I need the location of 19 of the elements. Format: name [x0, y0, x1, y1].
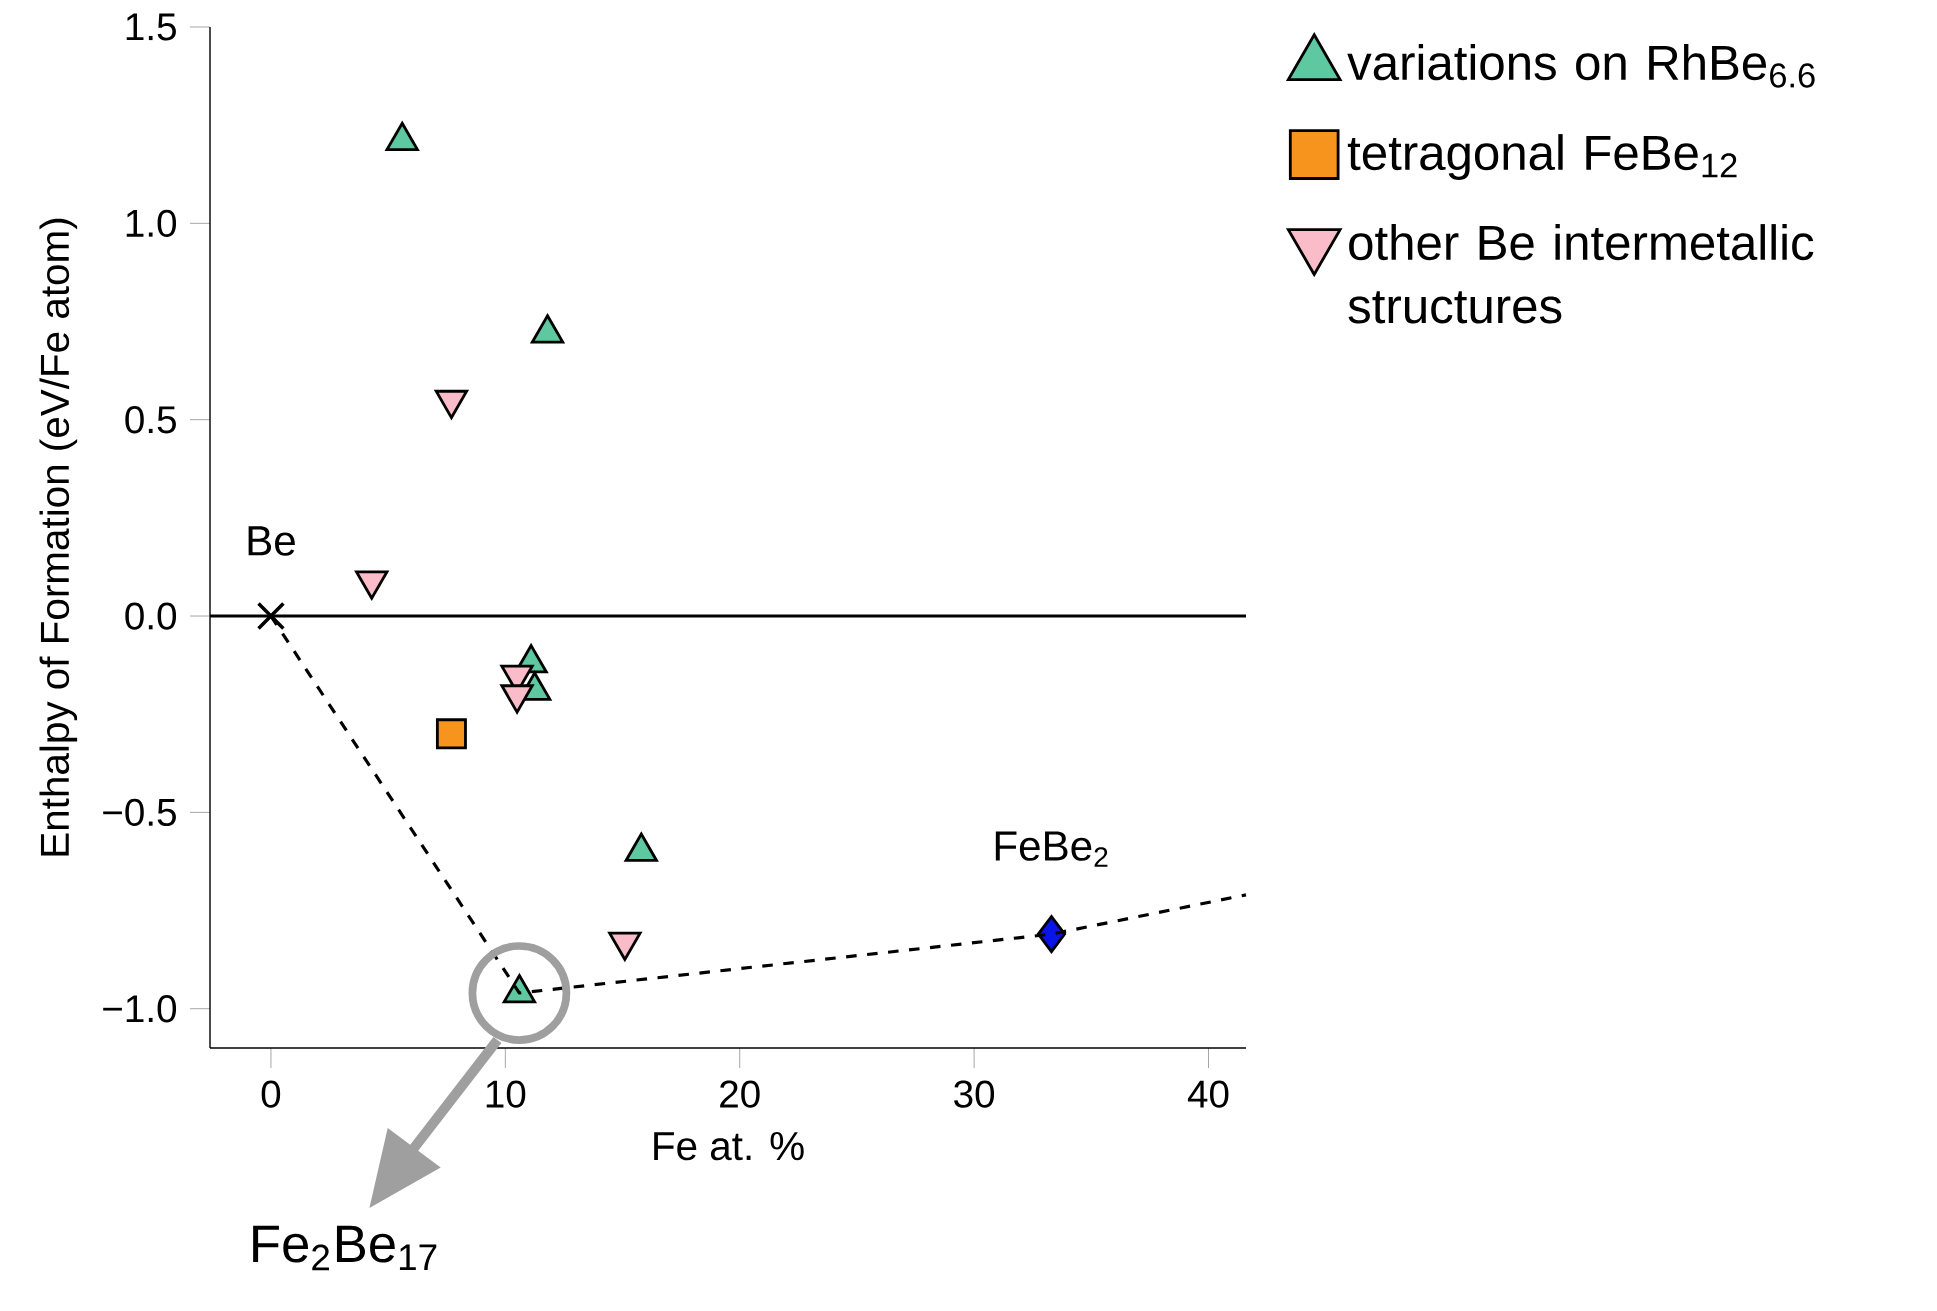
legend-label: variations on RhBe$_{6.6}$	[1347, 44, 1815, 88]
annotation: FeBe$_{2}$	[995, 831, 1108, 867]
x-axis-title: Fe at. %	[654, 1131, 804, 1161]
legend-label: other Be intermetallic structures	[1348, 224, 1814, 324]
y-tick-label: 1.5	[126, 13, 176, 41]
y-tick-label: −1.0	[103, 995, 177, 1023]
y-tick-label: −0.5	[103, 798, 176, 827]
x-tick-label: 10	[486, 1080, 526, 1108]
y-tick-label: 1.0	[126, 209, 177, 238]
x-tick-label: 20	[720, 1080, 760, 1108]
y-tick-label: 0.0	[125, 602, 177, 630]
y-tick-label: 0.5	[125, 406, 176, 434]
x-tick-label: 40	[1187, 1080, 1229, 1108]
text: Fe$_{2}$Be$_{17}$	[253, 1225, 437, 1271]
x-tick-label: 0	[261, 1080, 281, 1108]
x-tick-label: 30	[954, 1080, 995, 1108]
annotation: Be	[248, 526, 295, 556]
legend-label: tetragonal FeBe$_{12}$	[1347, 134, 1737, 180]
y-axis-title: Enthalpy of Formation (eV/Fe atom)	[39, 218, 78, 856]
